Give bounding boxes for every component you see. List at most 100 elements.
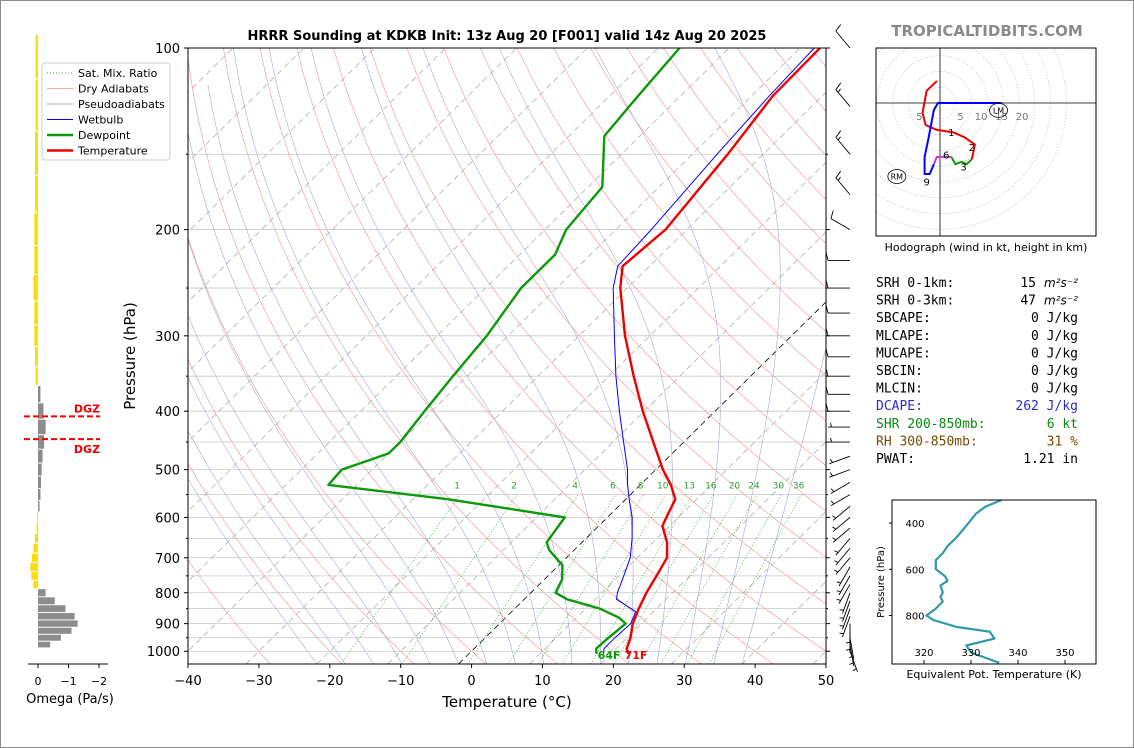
x-tick-label: 30 (676, 674, 693, 689)
index-label: SHR 200-850mb: (876, 417, 986, 432)
theta-e-x-tick-label: 350 (1055, 648, 1074, 659)
isotherm-line (188, 48, 659, 513)
wind-barb-staff (832, 517, 851, 532)
theta-e-x-tick-label: 320 (914, 648, 933, 659)
isotherm-line (188, 48, 588, 443)
omega-bar (38, 597, 55, 605)
wind-barb-staff (838, 575, 851, 596)
y-tick-label: 1000 (147, 645, 180, 660)
omega-bar (30, 562, 38, 571)
mixing-ratio-label: 20 (729, 482, 741, 492)
index-label: MLCAPE: (876, 329, 931, 344)
hodograph-trace (921, 80, 976, 160)
mixing-ratio-line (341, 494, 461, 664)
pseudoadiabat-line (188, 376, 374, 664)
y-tick-label: 100 (155, 42, 180, 57)
dry-adiabat-line (553, 48, 826, 377)
omega-bar (38, 435, 45, 449)
wind-barb (825, 348, 850, 358)
omega-bar (34, 245, 38, 275)
y-tick-label: 900 (155, 618, 180, 633)
wind-barb-half-flag (832, 515, 837, 519)
wind-barb-staff (829, 455, 851, 465)
isotherm-line (458, 301, 826, 664)
omega-bar (38, 489, 41, 500)
hodograph-ring-label: 15 (995, 112, 1008, 123)
wind-barb (828, 422, 850, 428)
wind-barb-staff (832, 527, 851, 543)
hodograph-height-label: 1 (948, 128, 954, 139)
wind-barb (834, 547, 851, 566)
wind-barb (839, 616, 851, 638)
mixing-ratio-label: 8 (638, 482, 644, 492)
pseudoadiabat-line (188, 430, 346, 664)
omega-bar (38, 641, 51, 648)
pseudoadiabat-line (188, 478, 318, 664)
wind-barb-flag (835, 170, 842, 179)
wind-barb-flag (825, 368, 829, 377)
dry-adiabat-line (406, 48, 826, 558)
dry-adiabat-line (369, 48, 826, 605)
wind-barb-half-flag (845, 641, 851, 644)
dry-adiabat-line (188, 559, 271, 664)
isotherm-line (188, 48, 446, 303)
theta-e-panel: 400 600 800 320 330 340 350 Equivalent Pot. Tem… (876, 499, 1097, 681)
wind-barb (836, 575, 851, 596)
index-label: SRH 0-1km: (876, 276, 954, 291)
hodograph-height-label: 2 (969, 143, 975, 154)
x-tick-label: 20 (605, 674, 622, 689)
index-label: PWAT: (876, 452, 915, 467)
index-value: 6 kt (1047, 417, 1078, 432)
dry-adiabat-line (333, 48, 826, 652)
wind-barb-flag (825, 304, 829, 314)
wind-barb-half-flag (837, 176, 841, 181)
wind-barb-half-flag (832, 537, 837, 541)
legend-label: Dry Adiabats (78, 83, 149, 96)
index-value: 0 J/kg (1031, 346, 1078, 361)
wind-barb (825, 304, 850, 314)
dgz-label: DGZ (74, 443, 100, 456)
omega-bar (38, 500, 40, 512)
wind-barb (828, 437, 850, 443)
omega-bar (34, 131, 38, 175)
omega-panel: 0 −1 −2 Omega (Pa/s) DGZ DGZ (24, 35, 114, 707)
y-tick-label: 800 (155, 587, 180, 602)
wind-barb (836, 566, 851, 587)
omega-bar (33, 580, 38, 589)
wind-barb (836, 584, 851, 604)
mixing-ratio-label: 4 (572, 482, 578, 492)
wind-barb-staff (829, 469, 851, 478)
omega-bar (38, 463, 42, 476)
omega-bar (38, 403, 44, 419)
isotherm-line (245, 91, 826, 664)
pseudoadiabat-line (361, 48, 601, 664)
index-label: RH 300-850mb: (876, 434, 978, 449)
dry-adiabat-line (921, 48, 1134, 664)
y-tick-label: 200 (155, 224, 180, 239)
legend-label: Pseudoadiabats (78, 98, 165, 111)
mixing-ratio-label: 24 (748, 482, 760, 492)
y-tick-label: 600 (155, 511, 180, 526)
theta-e-frame (891, 499, 1097, 665)
hodograph-panel: 5 5 10 15 20 1 236 9 LM RM Hodograph (wind in kt, … (875, 47, 1097, 254)
x-tick-label: −20 (316, 674, 343, 689)
mixing-ratio-line (508, 494, 617, 664)
wind-barb-flag (825, 403, 829, 412)
index-label: SBCAPE: (876, 311, 931, 326)
wind-barb-half-flag (829, 458, 833, 463)
index-value: 262 J/kg (1015, 399, 1078, 414)
wind-barb-staff (849, 637, 855, 660)
wind-barb (835, 130, 851, 155)
theta-e-x-axis-label: Equivalent Pot. Temperature (K) (906, 668, 1081, 681)
wind-barb (839, 592, 851, 614)
wind-barb-flag (825, 252, 829, 261)
wind-barb (832, 517, 851, 532)
wind-barb-half-flag (834, 569, 839, 573)
hodograph-caption: Hodograph (wind in kt, height in km) (885, 241, 1088, 254)
wind-barb-staff (842, 608, 851, 630)
x-tick-label: 50 (818, 674, 835, 689)
legend-box (41, 62, 171, 161)
storm-motion-lm-marker (989, 102, 1008, 118)
skewt-plot-area: 1 2 4 6 8 10 13 16 20 24 30 36 (188, 48, 1134, 664)
